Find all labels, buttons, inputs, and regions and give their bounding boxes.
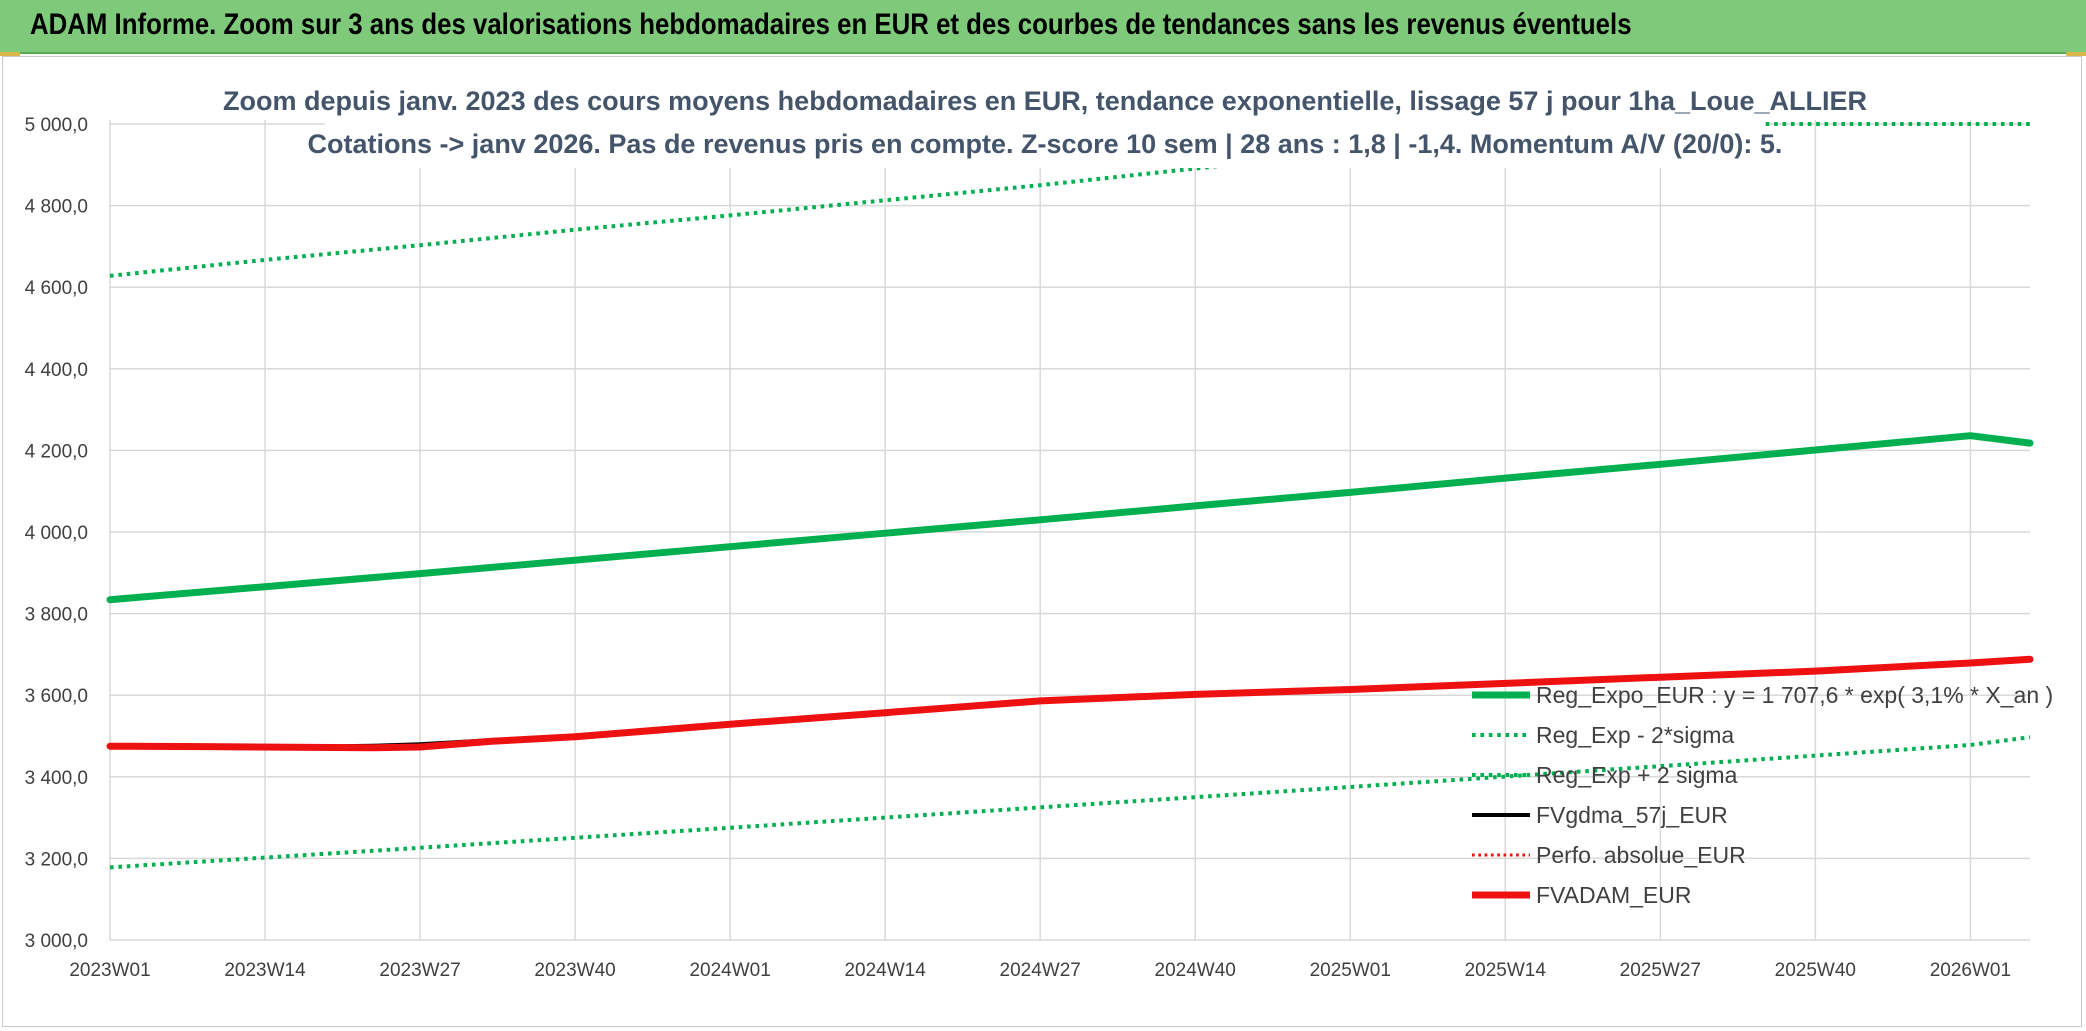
x-tick-label: 2023W40 xyxy=(534,960,615,981)
legend-label: Reg_Exp - 2*sigma xyxy=(1536,722,1734,748)
x-tick-label: 2024W01 xyxy=(689,960,770,981)
y-tick-label: 4 200,0 xyxy=(25,441,88,462)
y-tick-label: 4 800,0 xyxy=(25,197,88,218)
y-tick-label: 3 800,0 xyxy=(25,605,88,626)
series-line-4 xyxy=(109,657,2031,750)
banner-title: ADAM Informe. Zoom sur 3 ans des valoris… xyxy=(30,8,1632,41)
legend-label: FVADAM_EUR xyxy=(1536,882,1692,908)
x-tick-label: 2024W40 xyxy=(1155,960,1236,981)
chart-grid xyxy=(109,120,2030,941)
x-tick-label: 2025W40 xyxy=(1775,960,1856,981)
x-tick-label: 2023W01 xyxy=(69,960,150,981)
series-line-1 xyxy=(109,735,2031,870)
chart-legend: Reg_Expo_EUR : y = 1 707,6 * exp( 3,1% *… xyxy=(1472,682,2053,908)
legend-label: Reg_Expo_EUR : y = 1 707,6 * exp( 3,1% *… xyxy=(1536,682,2053,708)
x-axis-ticks: 2023W01 2023W14 2023W27 2023W40 2024W01 2024W… xyxy=(69,960,2011,981)
y-tick-label: 5 000,0 xyxy=(25,115,88,136)
chart-title-background xyxy=(325,80,1765,168)
legend-label: FVgdma_57j_EUR xyxy=(1536,802,1728,828)
y-tick-label: 3 000,0 xyxy=(25,931,88,952)
y-axis-ticks: 3 000,0 3 200,0 3 400,0 3 600,0 3 800,0 4 000… xyxy=(25,115,88,952)
x-tick-label: 2026W01 xyxy=(1930,960,2011,981)
chart-frame xyxy=(2,56,2082,1027)
y-tick-label: 3 400,0 xyxy=(25,768,88,789)
y-tick-label: 3 600,0 xyxy=(25,686,88,707)
x-tick-label: 2024W27 xyxy=(1000,960,1081,981)
x-tick-label: 2025W01 xyxy=(1310,960,1391,981)
series-line-0 xyxy=(106,432,2034,604)
report-banner: ADAM Informe. Zoom sur 3 ans des valoris… xyxy=(0,0,2086,54)
y-tick-label: 4 000,0 xyxy=(25,523,88,544)
x-tick-label: 2023W27 xyxy=(379,960,460,981)
legend-label: Perfo. absolue_EUR xyxy=(1536,842,1746,868)
x-tick-label: 2023W14 xyxy=(224,960,306,981)
x-tick-label: 2025W14 xyxy=(1465,960,1547,981)
banner-corner-mark-right xyxy=(2066,52,2086,56)
x-tick-label: 2025W27 xyxy=(1620,960,1701,981)
y-tick-label: 4 400,0 xyxy=(25,360,88,381)
chart-subtitle: Cotations -> janv 2026. Pas de revenus p… xyxy=(308,129,1783,159)
banner-corner-mark-left xyxy=(0,52,20,56)
chart-series xyxy=(106,122,2034,870)
y-tick-label: 3 200,0 xyxy=(25,849,88,870)
legend-label: Reg_Exp + 2 sigma xyxy=(1536,762,1738,788)
y-tick-label: 4 600,0 xyxy=(25,278,88,299)
x-tick-label: 2024W14 xyxy=(844,960,926,981)
series-line-2 xyxy=(109,122,2030,278)
chart-title: Zoom depuis janv. 2023 des cours moyens … xyxy=(223,86,1867,116)
